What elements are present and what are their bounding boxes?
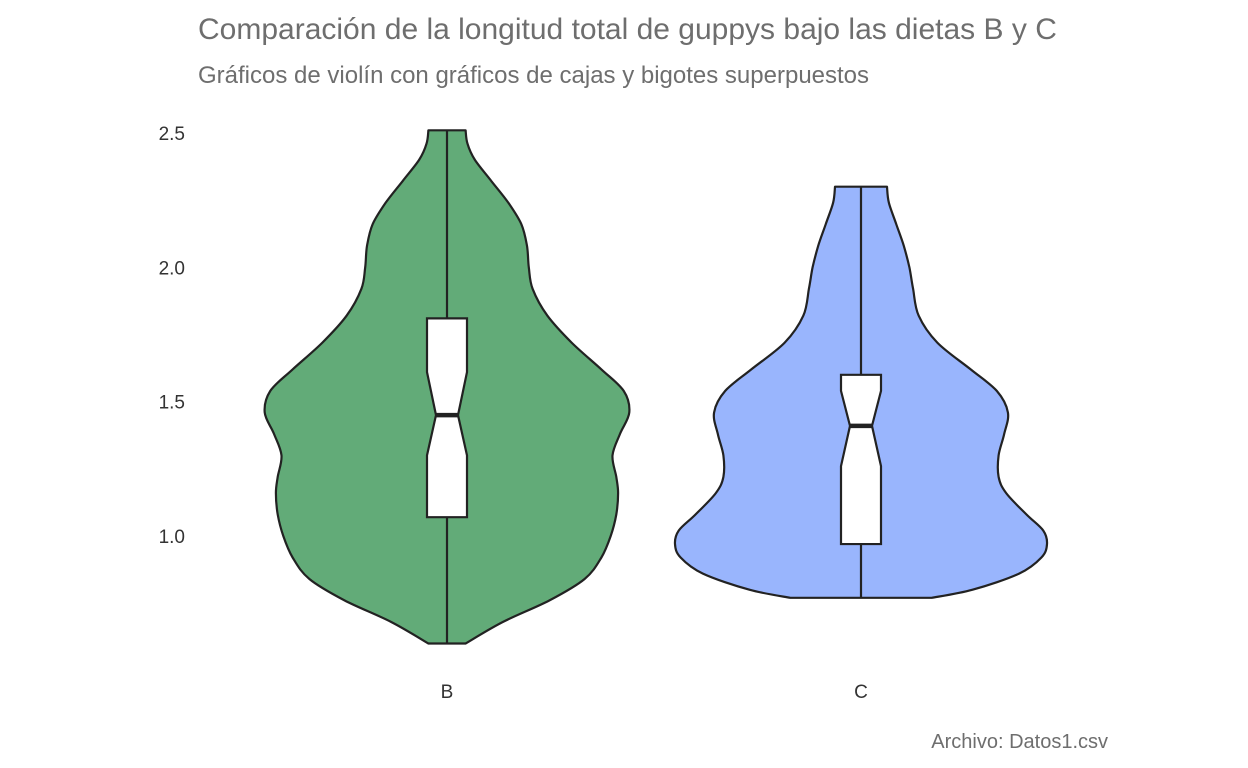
plot-area [263, 129, 1049, 645]
y-tick-label: 2.0 [159, 258, 185, 279]
box-b [425, 317, 469, 519]
chart-subtitle: Gráficos de violín con gráficos de cajas… [198, 62, 869, 89]
y-axis: 1.0 1.5 2.0 2.5 [159, 124, 185, 548]
x-tick-label: B [441, 682, 454, 703]
y-tick-label: 2.5 [159, 124, 185, 145]
box-c [839, 373, 883, 546]
chart-title: Comparación de la longitud total de gupp… [198, 13, 1057, 46]
x-tick-label: C [854, 682, 868, 703]
chart-caption: Archivo: Datos1.csv [931, 731, 1108, 753]
y-tick-label: 1.0 [159, 527, 185, 548]
y-tick-label: 1.5 [159, 393, 185, 414]
